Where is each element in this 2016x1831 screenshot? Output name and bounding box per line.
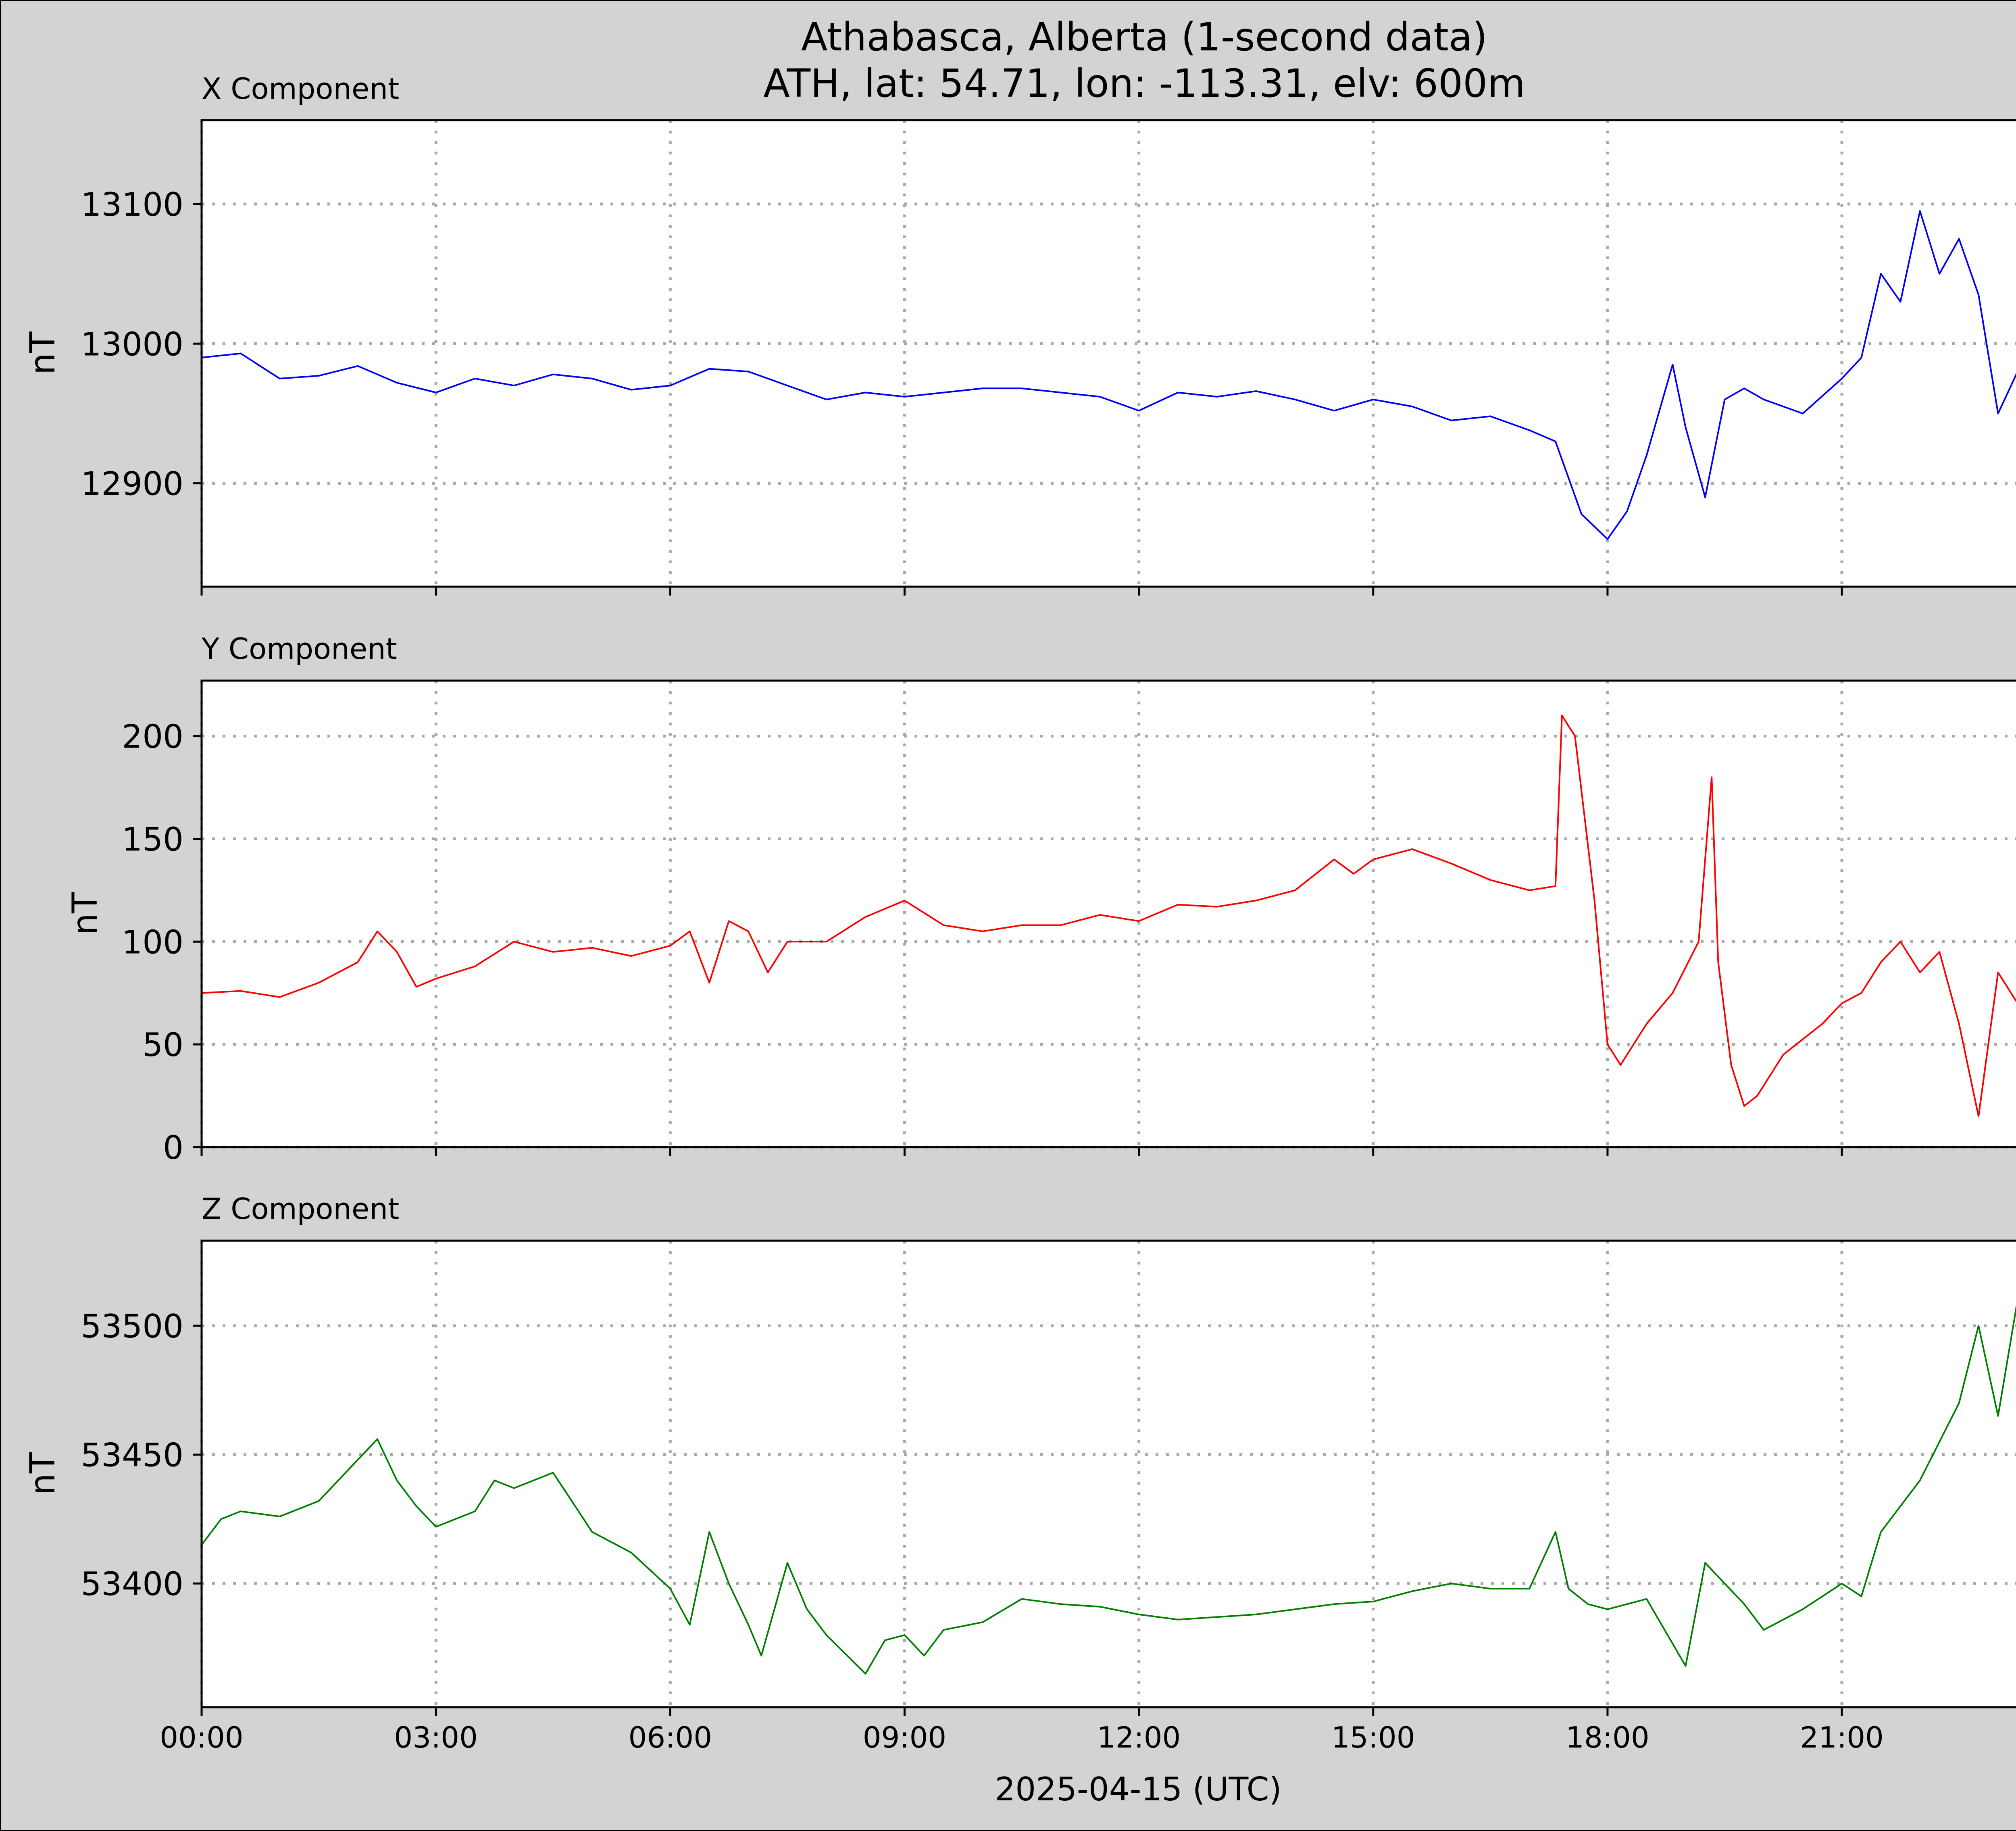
- panel-z-xticks: [200, 1707, 1843, 1716]
- y-tick-label: 13100: [81, 186, 184, 223]
- x-tick-label: 15:00: [1331, 1721, 1415, 1754]
- panel-z: Z Component 53400 53450 53500 nT: [23, 1192, 2016, 1716]
- panel-y-ylabel: nT: [65, 892, 105, 935]
- panel-x-ylabel: nT: [23, 331, 63, 375]
- y-tick-label: 53400: [81, 1565, 184, 1603]
- panel-z-yaxis: 53400 53450 53500: [81, 1308, 202, 1603]
- panel-z-border: [200, 1239, 2016, 1708]
- panel-z-ylabel: nT: [23, 1452, 63, 1496]
- x-axis-label: 2025-04-15 (UTC): [995, 1771, 1281, 1808]
- y-tick-label: 150: [122, 821, 183, 858]
- panel-x-series: [201, 210, 2016, 540]
- panel-y-yaxis: 0 50 100 150 200: [122, 718, 202, 1167]
- x-tick-labels: 00:00 03:00 06:00 09:00 12:00 15:00 18:00 21:00: [160, 1721, 1884, 1754]
- x-tick-label: 00:00: [160, 1721, 244, 1754]
- panel-x-frame: [200, 119, 2016, 588]
- panel-y: Y Component 0 50 100 150 200 nT: [65, 632, 2016, 1167]
- series-line-z: [201, 1304, 2016, 1675]
- x-tick-label: 03:00: [394, 1721, 478, 1754]
- figure-title: Athabasca, Alberta (1-second data): [801, 15, 1487, 60]
- y-tick-label: 12900: [81, 465, 184, 503]
- panel-x-xticks: [200, 587, 1843, 596]
- panel-y-series: [201, 714, 2016, 1117]
- figure-subtitle: ATH, lat: 54.71, lon: -113.31, elv: 600m: [763, 61, 1525, 106]
- series-line-x: [201, 210, 2016, 540]
- y-tick-label: 100: [122, 923, 183, 961]
- x-tick-label: 12:00: [1097, 1721, 1181, 1754]
- x-tick-label: 09:00: [863, 1721, 947, 1754]
- panel-y-frame: [200, 679, 2016, 1148]
- panel-x-yaxis: 12900 13000 13100: [81, 186, 202, 503]
- panel-z-series: [201, 1304, 2016, 1675]
- x-tick-label: 18:00: [1566, 1721, 1649, 1754]
- y-tick-label: 53450: [81, 1437, 184, 1474]
- series-line-y: [201, 714, 2016, 1117]
- y-tick-label: 0: [163, 1129, 183, 1167]
- panel-x-title: X Component: [202, 72, 399, 106]
- panel-x: X Component 12900 13000 13100 nT: [23, 72, 2016, 596]
- y-tick-label: 13000: [81, 325, 184, 363]
- y-tick-label: 200: [122, 718, 183, 756]
- panel-y-border: [200, 679, 2016, 1148]
- panel-x-border: [200, 119, 2016, 588]
- panel-y-title: Y Component: [201, 632, 397, 666]
- y-tick-label: 50: [142, 1026, 183, 1064]
- panel-z-title: Z Component: [202, 1192, 399, 1226]
- y-tick-label: 53500: [81, 1308, 184, 1345]
- panel-y-xticks: [200, 1147, 1843, 1156]
- x-tick-label: 06:00: [629, 1721, 712, 1754]
- x-tick-label: 21:00: [1800, 1721, 1884, 1754]
- panel-z-frame: [200, 1239, 2016, 1708]
